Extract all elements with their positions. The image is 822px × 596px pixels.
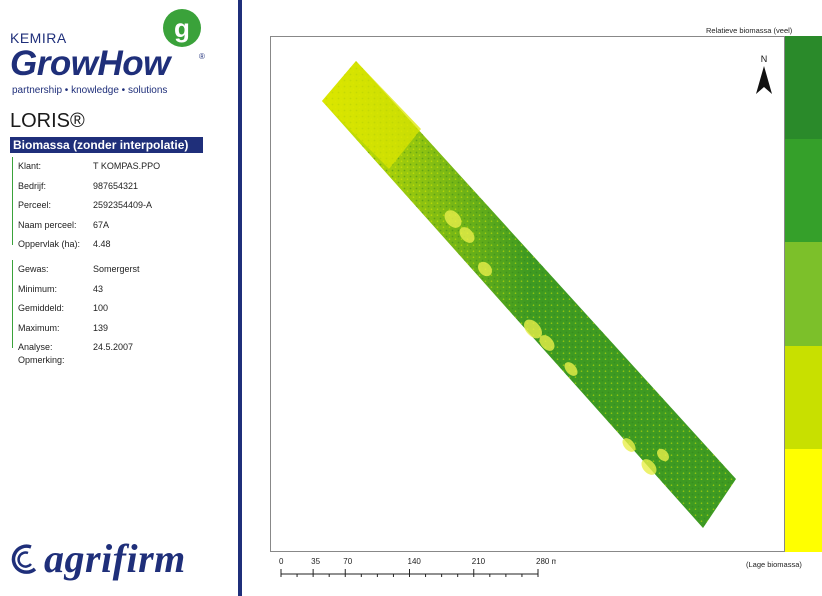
field-texture bbox=[322, 61, 736, 528]
light-patch bbox=[657, 448, 669, 462]
growhow-logo: GrowHow bbox=[10, 44, 170, 83]
scale-tick-label: 70 bbox=[343, 557, 352, 566]
scale-bar: 0 35 70 140 210 280 m bbox=[279, 557, 556, 577]
field-label: Naam perceel: bbox=[18, 219, 77, 230]
registered-mark: ® bbox=[199, 52, 205, 61]
low-biomass-patches bbox=[444, 210, 669, 475]
field-value: 4.48 bbox=[93, 239, 111, 250]
light-patch bbox=[478, 261, 492, 277]
field-label: Oppervlak (ha): bbox=[18, 239, 81, 250]
field-info-group: Klant: T KOMPAS.PPO Bedrijf: 987654321 Per… bbox=[12, 157, 160, 249]
remark-label: Opmerking: bbox=[18, 355, 65, 365]
field-label: Bedrijf: bbox=[18, 180, 47, 191]
field-label: Perceel: bbox=[18, 200, 52, 211]
kemira-label: KEMIRA bbox=[10, 30, 67, 46]
field-value: 2592354409-A bbox=[93, 200, 153, 211]
field-yellow-zone bbox=[322, 61, 421, 169]
legend-low-label: (Lage biomassa) bbox=[746, 560, 802, 569]
legend-title: Relatieve biomassa (veel) bbox=[706, 26, 793, 35]
growhow-g-icon: g bbox=[163, 9, 201, 47]
legend-swatch bbox=[785, 36, 822, 140]
field-value: 987654321 bbox=[93, 180, 139, 191]
tagline: partnership • knowledge • solutions bbox=[12, 85, 168, 96]
scale-tick-label: 140 bbox=[408, 557, 422, 566]
crop-value: 24.5.2007 bbox=[93, 342, 134, 353]
biomass-legend bbox=[785, 36, 822, 552]
north-arrow-icon: N bbox=[756, 54, 772, 94]
crop-label: Gewas: bbox=[18, 264, 49, 274]
legend-swatch bbox=[785, 242, 822, 346]
crop-label: Minimum: bbox=[18, 283, 58, 294]
biomass-map bbox=[270, 36, 785, 552]
scale-tick-label: 0 bbox=[279, 557, 284, 566]
crop-value: 100 bbox=[93, 303, 109, 314]
agrifirm-swirl-icon bbox=[11, 544, 37, 574]
legend-swatch bbox=[785, 448, 822, 552]
scale-tick-label: 280 m bbox=[536, 557, 556, 566]
field-map-svg bbox=[322, 61, 736, 528]
field-value: T KOMPAS.PPO bbox=[93, 161, 161, 171]
crop-label: Analyse: bbox=[18, 342, 53, 353]
crop-label: Gemiddeld: bbox=[18, 303, 65, 314]
legend-swatch bbox=[785, 139, 822, 243]
product-name: LORIS® bbox=[10, 110, 85, 132]
crop-info-group: Gewas: Somergerst Minimum: 43 Gemiddeld: 10… bbox=[12, 260, 140, 352]
north-label: N bbox=[761, 54, 768, 64]
crop-label: Maximum: bbox=[18, 322, 60, 333]
light-patch bbox=[523, 319, 543, 339]
field-label: Klant: bbox=[18, 161, 42, 171]
light-patch bbox=[641, 459, 657, 475]
light-patch bbox=[564, 362, 578, 376]
growhow-g-glyph: g bbox=[174, 13, 190, 43]
scale-tick-label: 35 bbox=[311, 557, 320, 566]
scale-tick-label: 210 bbox=[472, 557, 486, 566]
crop-value: 43 bbox=[93, 283, 104, 294]
light-patch bbox=[539, 335, 555, 351]
panel-divider bbox=[238, 0, 242, 596]
crop-value: 139 bbox=[93, 322, 109, 333]
light-patch bbox=[459, 227, 475, 243]
legend-swatch bbox=[785, 345, 822, 449]
light-patch bbox=[622, 438, 636, 452]
field-value: 67A bbox=[93, 219, 110, 230]
info-panel: g KEMIRA GrowHow ® partnership • knowled… bbox=[0, 0, 238, 596]
light-patch bbox=[444, 210, 462, 228]
report-title: Biomassa (zonder interpolatie) bbox=[10, 137, 203, 153]
agrifirm-logo: agrifirm bbox=[44, 536, 186, 581]
crop-value: Somergerst bbox=[93, 264, 140, 274]
